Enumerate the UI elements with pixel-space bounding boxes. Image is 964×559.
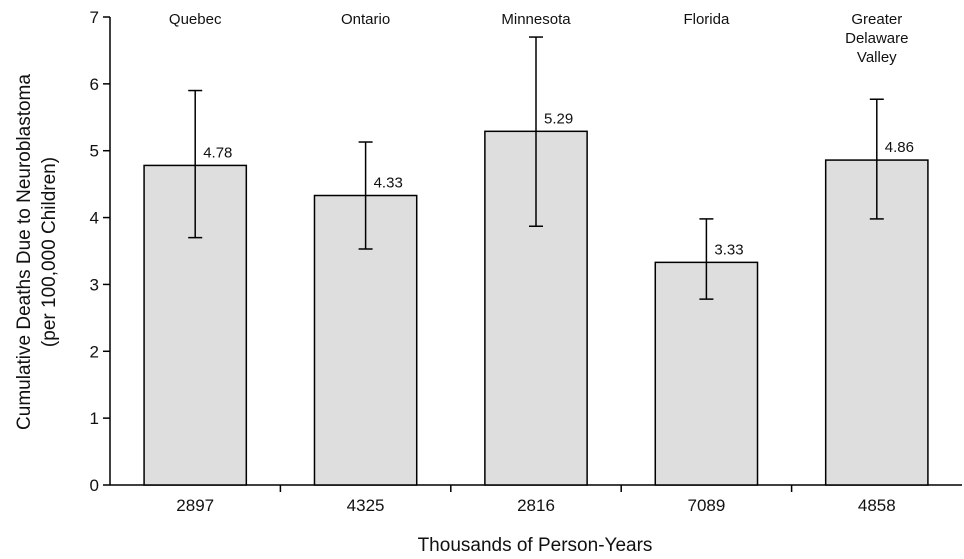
- bar: [313, 194, 418, 486]
- x-tick-label: 7089: [687, 496, 725, 515]
- y-tick-label: 0: [90, 476, 99, 495]
- x-axis-title: Thousands of Person-Years: [418, 535, 653, 556]
- region-label: Minnesota: [501, 11, 571, 28]
- region-label: Greater: [851, 11, 902, 28]
- error-bars: [188, 36, 884, 300]
- region-label: Delaware: [845, 30, 908, 47]
- data-label: 4.33: [374, 175, 403, 192]
- data-label: 4.86: [885, 139, 914, 156]
- data-label: 4.78: [203, 144, 232, 161]
- labels: 4.78 Quebec 2897 4.33 Ontario 4325 5.29 Minneso…: [169, 11, 914, 515]
- x-tick-label: 2816: [517, 496, 555, 515]
- data-label: 5.29: [544, 110, 573, 127]
- y-axis-title: Cumulative Deaths Due to Neuroblastoma (…: [14, 74, 60, 430]
- y-tick-label: 3: [90, 275, 99, 294]
- region-label: Ontario: [341, 11, 390, 28]
- bars: [143, 130, 929, 486]
- y-tick-label: 5: [90, 142, 99, 161]
- data-label: 3.33: [714, 241, 743, 258]
- y-tick-label: 6: [90, 75, 99, 94]
- region-label: Valley: [857, 49, 897, 66]
- region-label: Quebec: [169, 11, 222, 28]
- y-axis-title-line-1: Cumulative Deaths Due to Neuroblastoma: [14, 74, 35, 430]
- x-tick-label: 2897: [176, 496, 214, 515]
- axes: 0 1 2 3 4 5 6 7: [90, 8, 962, 495]
- y-tick-label: 7: [90, 8, 99, 27]
- x-tick-label: 4858: [858, 496, 896, 515]
- x-tick-label: 4325: [347, 496, 385, 515]
- y-axis-title-line-2: (per 100,000 Children): [39, 157, 60, 347]
- y-tick-label: 4: [90, 209, 99, 228]
- region-label: Florida: [683, 11, 730, 28]
- y-tick-label: 1: [90, 409, 99, 428]
- y-tick-label: 2: [90, 342, 99, 361]
